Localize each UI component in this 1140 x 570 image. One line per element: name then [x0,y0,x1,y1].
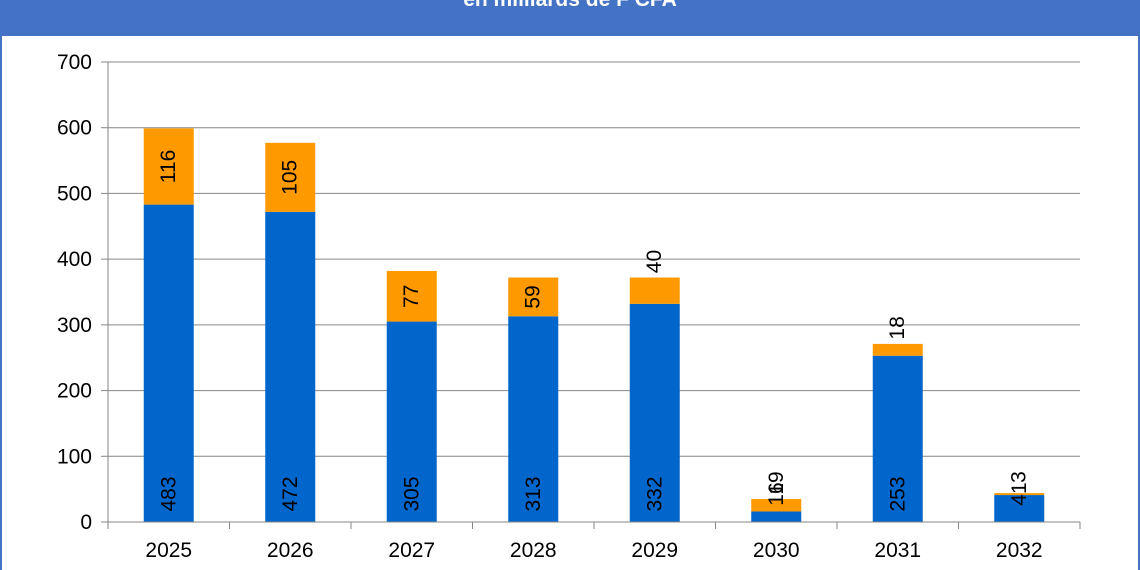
y-tick-label-100: 100 [57,445,92,468]
bar-2032-series-1 [994,495,1045,522]
value-label-2028-series-2: 59 [522,285,545,308]
value-label-2030-series-1: 16 [765,482,788,505]
y-tick-label-200: 200 [57,380,92,403]
value-label-2025-series-2: 116 [157,150,180,183]
chart-title-bar: en milliards de F CFA [0,0,1140,36]
x-tick-label-2028: 2028 [510,539,557,562]
x-tick-label-2032: 2032 [996,539,1043,562]
value-label-2031-series-1: 253 [886,476,909,511]
y-tick-label-700: 700 [57,51,92,74]
value-label-2026-series-2: 105 [279,160,302,195]
bar-2032-series-2 [994,493,1045,496]
bar-2030-series-1 [751,511,802,522]
bar-2027-series-2 [386,270,437,322]
value-label-2029-series-1: 332 [643,476,666,511]
y-tick-label-300: 300 [57,314,92,337]
bar-2029-series-1 [629,303,680,522]
bar-2025-series-1 [143,204,194,522]
x-axis: 2025 2026 2027 2028 2029 2030 2031 2032 [107,521,1081,562]
y-tick-label-500: 500 [57,182,92,205]
value-label-2025-series-1: 483 [157,476,180,511]
y-tick-label-400: 400 [57,248,92,271]
value-label-2029-series-2: 40 [643,250,666,273]
chart-title: en milliards de F CFA [0,0,1140,12]
value-label-2028-series-1: 313 [522,476,545,511]
bar-2025-series-2 [143,128,194,205]
bar-2027-series-1 [386,321,437,522]
value-label-2030-series-2: 19 [765,471,788,494]
bar-2031-series-1 [872,355,923,522]
x-tick-label-2026: 2026 [267,539,314,562]
y-tick-label-0: 0 [80,511,92,534]
x-tick-label-2029: 2029 [631,539,678,562]
y-axis: 0 100 200 300 400 500 600 700 [57,51,109,534]
value-label-2027-series-1: 305 [400,476,423,511]
bar-2028-series-1 [508,316,559,522]
bar-2026-series-2 [265,142,316,212]
x-tick-label-2025: 2025 [145,539,192,562]
bar-2029-series-2 [629,277,680,304]
bar-2031-series-2 [872,343,923,356]
value-label-2031-series-2: 18 [886,316,909,339]
y-tick-label-600: 600 [57,117,92,140]
value-label-2032-series-1: 41 [1008,482,1031,505]
x-tick-label-2031: 2031 [874,539,921,562]
bar-2030-series-2 [751,499,802,512]
gridlines [108,61,1080,457]
bar-2028-series-2 [508,277,559,317]
value-label-2026-series-1: 472 [279,476,302,511]
value-label-2032-series-2: 3 [1008,471,1031,483]
x-tick-label-2027: 2027 [388,539,435,562]
x-tick-label-2030: 2030 [753,539,800,562]
bars [143,128,1045,523]
bar-2026-series-1 [265,211,316,523]
value-label-2027-series-2: 77 [400,285,423,308]
